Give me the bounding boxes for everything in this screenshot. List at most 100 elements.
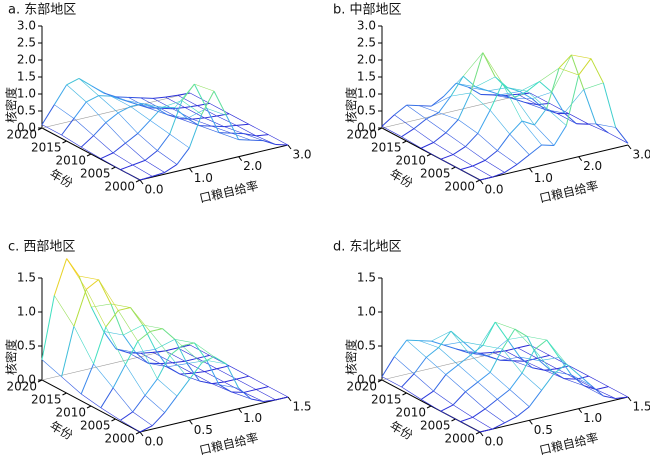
mesh-line xyxy=(521,120,542,146)
mesh-line xyxy=(206,108,227,116)
ridge-segment xyxy=(243,389,257,393)
mesh-line xyxy=(86,289,107,328)
mesh-line xyxy=(218,132,239,140)
mesh-line xyxy=(255,389,276,401)
mesh-line xyxy=(571,374,592,386)
ridge-segment xyxy=(132,395,146,413)
mesh-line xyxy=(608,132,629,144)
mesh-line xyxy=(529,92,550,104)
mesh-line xyxy=(426,357,447,375)
ridge-segment xyxy=(440,404,454,412)
z-tick-label: 3.0 xyxy=(357,19,376,33)
mesh-line xyxy=(81,393,101,409)
ridge-segment xyxy=(502,328,516,350)
ridge-segment xyxy=(477,109,491,134)
mesh-line xyxy=(229,113,249,125)
y-tick-label: 2005 xyxy=(80,167,111,181)
mesh-line xyxy=(54,104,75,119)
mesh-line xyxy=(132,411,153,426)
ridge-segment xyxy=(112,142,126,154)
ridge-segment xyxy=(558,54,572,69)
mesh-line xyxy=(524,102,545,110)
mesh-line xyxy=(583,82,604,90)
mesh-line xyxy=(433,142,454,155)
ridge-segment xyxy=(563,112,577,125)
y-tick-label: 2020 xyxy=(6,128,37,142)
y-tick-label: 2010 xyxy=(395,154,426,168)
mesh-line xyxy=(500,91,520,95)
mesh-line xyxy=(137,341,158,379)
x-tick-label: 2.0 xyxy=(243,159,262,173)
ridge-segment xyxy=(433,374,447,392)
ridge-segment xyxy=(500,94,513,100)
mesh-line xyxy=(120,169,141,181)
mesh-line xyxy=(98,95,119,114)
mesh-line xyxy=(140,353,161,364)
ridge-segment xyxy=(425,347,439,358)
ridge-segment xyxy=(263,140,276,145)
mesh-line xyxy=(187,360,207,364)
y-tick-label: 2015 xyxy=(31,141,62,155)
ridge-segment xyxy=(165,347,178,352)
y-tick xyxy=(402,392,407,396)
y-tick xyxy=(426,153,432,157)
ridge-segment xyxy=(100,387,114,409)
ridge-segment xyxy=(479,176,493,181)
y-tick xyxy=(62,140,67,144)
ridge-segment xyxy=(452,391,466,406)
mesh-line xyxy=(537,358,558,369)
ridge-segment xyxy=(452,146,466,156)
mesh-line xyxy=(492,352,513,362)
y-tick xyxy=(111,418,116,422)
ridge-segment xyxy=(105,112,119,123)
ridge-segment xyxy=(236,123,249,126)
ridge-segment xyxy=(90,306,105,332)
mesh-line xyxy=(229,365,249,377)
mesh-line xyxy=(105,122,126,144)
y-tick-label: 2015 xyxy=(371,393,402,407)
mesh-line xyxy=(243,133,264,141)
x-tick-label: 3.0 xyxy=(292,148,311,162)
ridge-segment xyxy=(615,396,629,400)
mesh-line xyxy=(472,417,493,430)
ridge-segment xyxy=(420,390,434,400)
y-tick xyxy=(135,431,141,435)
z-tick-label: 2.0 xyxy=(17,53,36,67)
mesh-line xyxy=(93,363,114,389)
ridge-segment xyxy=(460,165,473,171)
ridge-segment xyxy=(86,95,99,103)
mesh-line xyxy=(514,328,535,350)
ridge-segment xyxy=(420,142,434,149)
ridge-segment xyxy=(487,90,501,96)
mesh-line xyxy=(123,324,144,336)
mesh-line xyxy=(445,132,466,147)
ridge-segment xyxy=(401,373,415,388)
panel-title: c. 西部地区 xyxy=(8,240,75,255)
mesh-line xyxy=(216,115,237,126)
ridge-segment xyxy=(497,389,511,400)
ridge-segment xyxy=(504,416,518,424)
mesh-line xyxy=(470,354,491,373)
ridge-segment xyxy=(413,118,427,130)
mesh-line xyxy=(502,348,523,374)
ridge-segment xyxy=(472,159,486,167)
mesh-line xyxy=(413,128,434,143)
mesh-line xyxy=(431,330,452,342)
ridge-segment xyxy=(181,342,195,347)
ridge-segment xyxy=(176,379,190,397)
mesh-line xyxy=(595,389,616,399)
ridge-segment xyxy=(517,344,531,349)
ridge-segment xyxy=(475,86,489,92)
mesh-line xyxy=(160,108,181,119)
ridge-segment xyxy=(519,356,533,369)
ridge-segment xyxy=(438,330,452,348)
y-tick-label: 2000 xyxy=(104,432,135,446)
mesh-line xyxy=(401,386,422,400)
mesh-line xyxy=(98,279,119,311)
ridge-segment xyxy=(142,324,156,350)
ridge-segment xyxy=(516,406,530,417)
ridge-segment xyxy=(179,372,193,375)
y-tick-label: 2020 xyxy=(6,380,37,394)
z-tick-label: 1.0 xyxy=(17,305,36,319)
z-tick-label: 1.0 xyxy=(357,87,376,101)
